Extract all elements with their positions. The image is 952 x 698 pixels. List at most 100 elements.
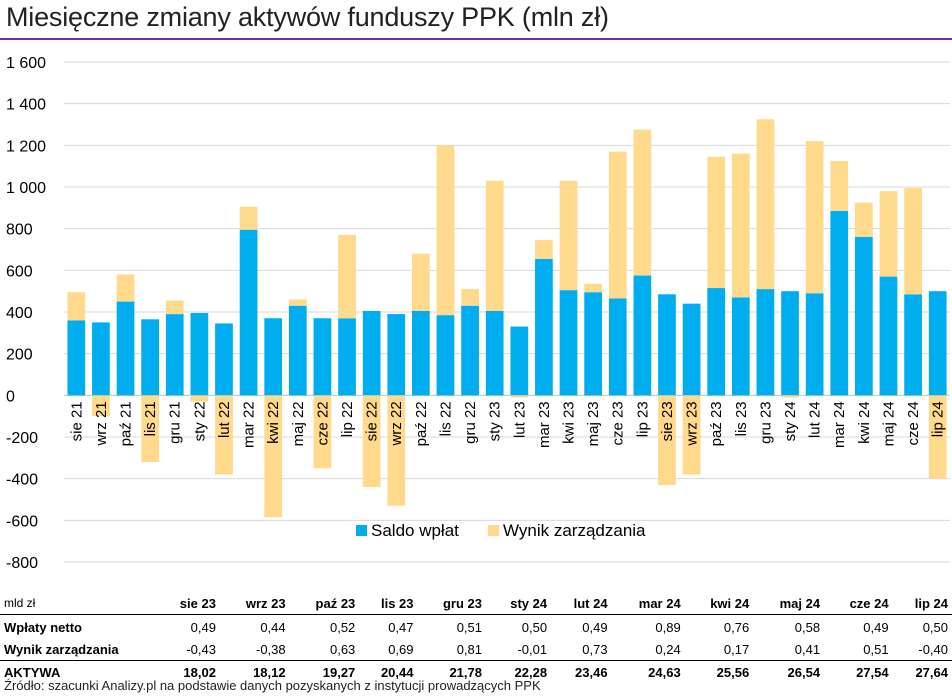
x-tick-label: sty 23	[487, 401, 504, 441]
bar-wynik-zarzadzania	[805, 141, 824, 294]
bar-saldo-wplat	[165, 314, 184, 396]
table-cell: 0,73	[582, 641, 608, 657]
table-cell: 0,49	[863, 619, 889, 635]
table-column-header: lis 23	[359, 592, 418, 615]
bar-wynik-zarzadzania	[313, 395, 332, 469]
table-header-row: mld zł sie 23 wrz 23 paź 23 lis 23 gru 23 sty …	[0, 592, 952, 615]
legend-swatch	[356, 525, 367, 536]
table-row: Wynik zarządzania -0,43 -0,38 0,63 0,69 0,81 -…	[0, 638, 952, 661]
table-cell: 19,27	[289, 660, 360, 683]
bar-wynik-zarzadzania	[510, 395, 529, 398]
x-tick-label: cze 24	[905, 401, 922, 445]
bar-saldo-wplat	[682, 303, 701, 396]
bar-wynik-zarzadzania	[116, 274, 135, 302]
y-tick-label: 600	[6, 263, 33, 280]
table-column-header: wrz 23	[219, 592, 290, 615]
legend-label: Saldo wpłat	[371, 521, 459, 540]
bar-wynik-zarzadzania	[608, 151, 627, 299]
legend-swatch	[488, 525, 499, 536]
y-tick-label: 400	[6, 305, 33, 322]
x-tick-label: sie 21	[68, 401, 85, 441]
table-cell: 27,54	[824, 660, 893, 683]
source-note: Źródło: szacunki Analizy.pl na podstawie…	[4, 678, 541, 693]
x-axis-tick-labels: sie 21 wrz 21 paź 21 lis 21 gru 21 sty 22 lut …	[68, 401, 946, 448]
bar-wynik-zarzadzania	[584, 283, 602, 293]
chart-title: Miesięczne zmiany aktywów funduszy PPK (…	[6, 2, 609, 32]
bars	[67, 119, 947, 518]
x-tick-label: mar 23	[536, 401, 553, 448]
bar-saldo-wplat	[116, 301, 135, 396]
table-cell: 0,58	[794, 619, 821, 635]
table-cell: 0,76	[723, 619, 750, 635]
bar-wynik-zarzadzania	[67, 292, 86, 321]
bar-saldo-wplat	[313, 318, 332, 396]
x-tick-label: lis 22	[437, 401, 454, 436]
y-tick-label: 0	[6, 388, 15, 405]
table-cell: 0,44	[260, 619, 286, 635]
table-column-header: cze 24	[824, 592, 893, 615]
bar-wynik-zarzadzania	[165, 300, 184, 315]
y-tick-label: -800	[6, 555, 38, 572]
table-cell: 0,47	[388, 619, 414, 635]
y-tick-label: 200	[6, 347, 33, 364]
bar-wynik-zarzadzania	[731, 153, 750, 298]
x-tick-label: mar 22	[241, 401, 258, 448]
bar-wynik-zarzadzania	[781, 395, 799, 398]
table-cell: 0,52	[329, 619, 356, 635]
table-cell: 25,56	[684, 660, 754, 683]
bar-wynik-zarzadzania	[707, 156, 726, 289]
table-cell: -0,40	[918, 641, 948, 657]
x-tick-label: gru 21	[167, 401, 184, 444]
table-cell: 0,69	[388, 641, 414, 657]
table-cell: 0,50	[922, 619, 948, 635]
bar-saldo-wplat	[264, 318, 283, 396]
table-cell: 21,78	[417, 660, 486, 683]
bar-saldo-wplat	[190, 313, 209, 396]
x-tick-label: sty 22	[191, 401, 208, 441]
table-column-header: kwi 24	[684, 592, 754, 615]
table-column-header: paź 23	[289, 592, 360, 615]
x-tick-label: lut 22	[216, 401, 233, 438]
table-cell: 0,89	[655, 619, 681, 635]
table-column-header: gru 23	[417, 592, 486, 615]
x-tick-label: lut 23	[511, 401, 528, 438]
table-unit-label: mld zł	[0, 592, 156, 615]
bar-wynik-zarzadzania	[830, 160, 849, 211]
x-tick-label: kwi 22	[265, 401, 282, 444]
table-row: Wpłaty netto 0,49 0,44 0,52 0,47 0,51 0,50 0,49…	[0, 615, 952, 639]
bar-saldo-wplat	[731, 297, 750, 396]
table-cell: -0,38	[255, 641, 286, 657]
stacked-bar-chart: -800 -600 -400 -200 0 200 400 600 800 1 000 1 200 1…	[6, 55, 950, 572]
table-cell: 22,28	[486, 660, 552, 683]
table-cell: -0,43	[186, 641, 216, 657]
x-tick-label: gru 22	[462, 401, 479, 444]
bar-saldo-wplat	[92, 322, 110, 396]
table-cell: 0,24	[655, 641, 681, 657]
bar-wynik-zarzadzania	[855, 202, 873, 237]
bar-wynik-zarzadzania	[362, 395, 381, 487]
table-body: Wpłaty netto 0,49 0,44 0,52 0,47 0,51 0,50 0,49…	[0, 615, 952, 683]
x-tick-label: mar 24	[831, 401, 848, 448]
y-tick-label: 1 200	[6, 138, 46, 155]
bar-saldo-wplat	[362, 310, 381, 396]
bar-saldo-wplat	[338, 318, 356, 396]
bar-saldo-wplat	[239, 229, 258, 396]
table-row-label: Wynik zarządzania	[4, 641, 119, 657]
bar-saldo-wplat	[412, 310, 430, 396]
table-column-header: lut 24	[551, 592, 612, 615]
bar-wynik-zarzadzania	[658, 395, 676, 485]
table-column-header: sie 23	[156, 592, 220, 615]
table-row-label: AKTYWA	[0, 660, 156, 683]
x-tick-label: lis 23	[733, 401, 750, 436]
legend-label: Wynik zarządzania	[503, 521, 646, 540]
bar-wynik-zarzadzania	[485, 180, 504, 311]
bar-wynik-zarzadzania	[436, 145, 455, 316]
x-tick-label: sie 23	[659, 401, 676, 441]
table-cell: 0,49	[582, 619, 608, 635]
table-cell: 18,02	[156, 660, 220, 683]
table-cell: 23,46	[551, 660, 612, 683]
x-tick-label: maj 23	[585, 401, 602, 446]
x-tick-label: paź 21	[118, 401, 135, 446]
table-cell: 24,63	[611, 660, 685, 683]
table-cell: 0,51	[863, 641, 889, 657]
